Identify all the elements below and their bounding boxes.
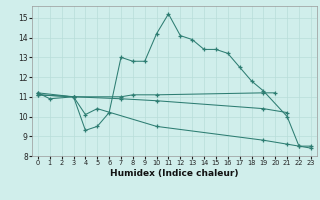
X-axis label: Humidex (Indice chaleur): Humidex (Indice chaleur) [110,169,239,178]
